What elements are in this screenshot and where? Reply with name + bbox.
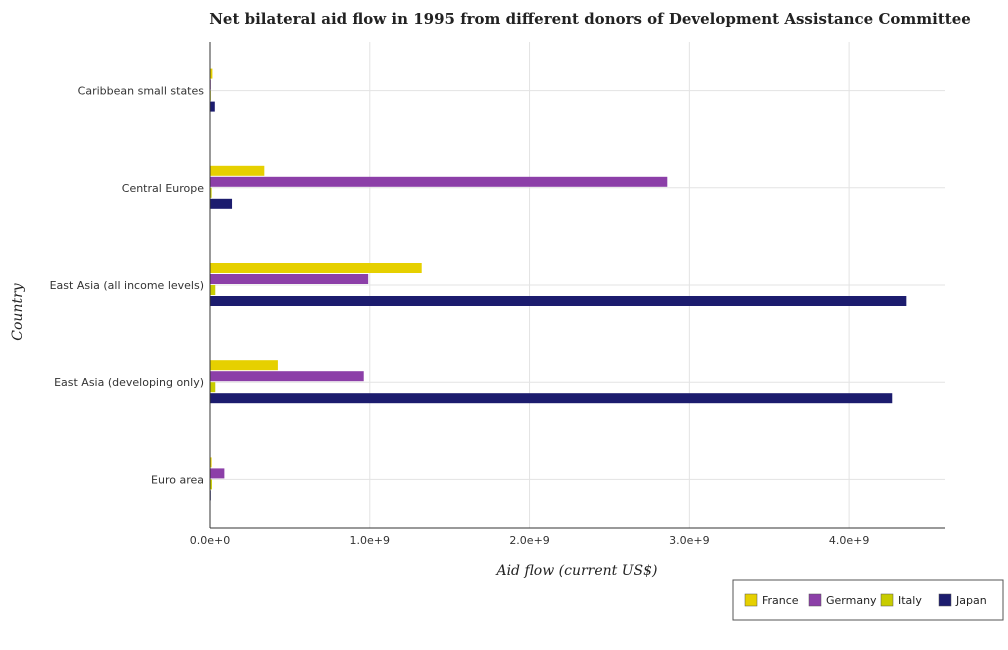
bar-france-1 — [210, 165, 265, 176]
bar-germany-4 — [210, 468, 225, 479]
bar-japan-1 — [210, 198, 233, 209]
bar-germany-1 — [210, 176, 668, 187]
bar-france-4 — [210, 457, 212, 468]
y-tick-label: Euro area — [151, 473, 204, 486]
bar-germany-2 — [210, 274, 369, 284]
legend-swatch-france — [744, 593, 758, 607]
bar-germany-3 — [210, 371, 364, 382]
bar-japan-3 — [210, 393, 893, 404]
plot-area: 0.0e+0 1.0e+9 2.0e+9 3.0e+9 4.0e+9 Caribbean … — [50, 42, 945, 547]
legend-label-germany: Germany — [826, 594, 877, 607]
bar-italy-3 — [210, 382, 216, 393]
x-tick-label: 4.0e+9 — [829, 534, 869, 547]
legend-swatch-italy — [880, 593, 894, 607]
legend-swatch-germany — [808, 593, 822, 607]
legend-label-france: France — [762, 594, 799, 607]
bar-japan-2 — [210, 296, 907, 306]
y-axis-label: Country — [10, 282, 26, 340]
y-tick-label: East Asia (all income levels) — [50, 279, 204, 292]
legend-box — [732, 579, 1004, 621]
x-tick-label: 3.0e+9 — [669, 534, 709, 547]
legend-label-italy: Italy — [898, 594, 922, 607]
bar-france-0 — [210, 68, 213, 79]
bar-italy-2 — [210, 285, 216, 295]
bar-italy-1 — [210, 187, 212, 198]
legend-swatch-japan — [938, 593, 952, 607]
y-tick-label: East Asia (developing only) — [54, 376, 204, 389]
x-tick-label: 1.0e+9 — [350, 534, 390, 547]
chart-title: Net bilateral aid flow in 1995 from diff… — [209, 10, 971, 28]
bar-france-2 — [210, 263, 422, 273]
x-tick-label: 2.0e+9 — [509, 534, 549, 547]
bar-france-3 — [210, 360, 278, 371]
x-tick-label: 0.0e+0 — [190, 534, 230, 547]
legend: France Germany Italy Japan — [732, 579, 1004, 621]
y-tick-label: Caribbean small states — [78, 85, 205, 98]
bar-japan-0 — [210, 101, 215, 112]
legend-label-japan: Japan — [955, 594, 987, 607]
bar-italy-4 — [210, 479, 212, 490]
x-axis-label: Aid flow (current US$) — [494, 563, 657, 579]
y-tick-label: Central Europe — [122, 182, 204, 195]
